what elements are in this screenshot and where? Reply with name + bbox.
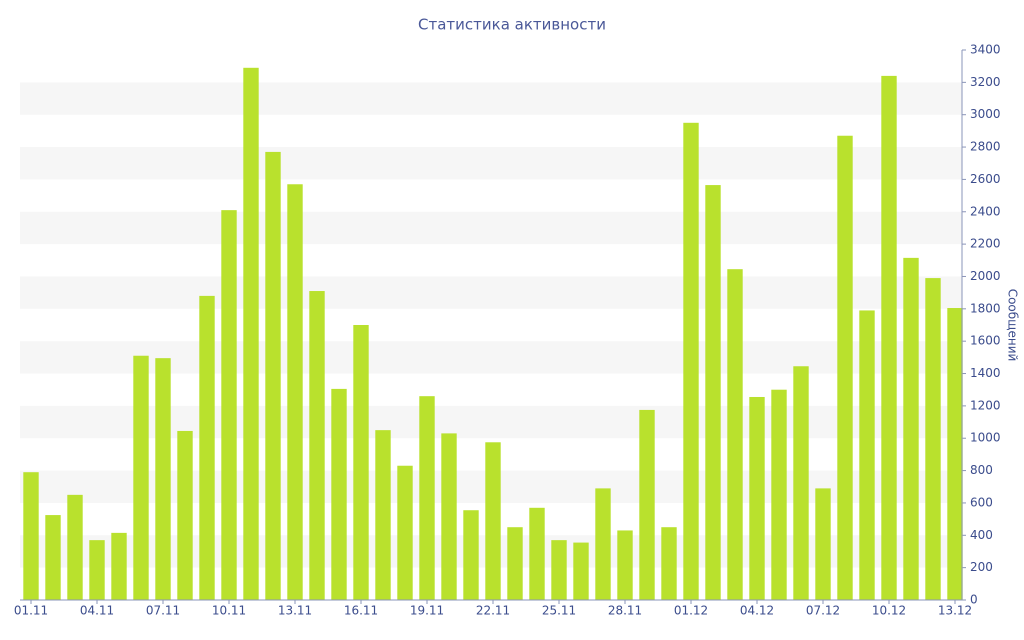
bar bbox=[815, 488, 831, 600]
y-tick-label: 600 bbox=[970, 495, 993, 509]
bar bbox=[353, 325, 369, 600]
y-tick-label: 2600 bbox=[970, 172, 1001, 186]
bar bbox=[617, 530, 633, 600]
y-tick-label: 2000 bbox=[970, 269, 1001, 283]
bar bbox=[947, 308, 963, 600]
bar bbox=[331, 388, 347, 600]
bar bbox=[749, 396, 765, 600]
bar bbox=[309, 291, 325, 600]
y-tick-label: 800 bbox=[970, 463, 993, 477]
y-tick-label: 3000 bbox=[970, 107, 1001, 121]
bar bbox=[375, 430, 391, 600]
x-tick-label: 01.12 bbox=[674, 604, 708, 618]
bar bbox=[287, 184, 303, 600]
bar bbox=[837, 135, 853, 600]
bar bbox=[925, 278, 941, 600]
grid-band bbox=[20, 276, 962, 309]
x-tick-label: 22.11 bbox=[476, 604, 510, 618]
bar bbox=[133, 355, 149, 600]
x-tick-label: 01.11 bbox=[14, 604, 48, 618]
x-tick-label: 13.11 bbox=[278, 604, 312, 618]
bar bbox=[199, 295, 215, 600]
y-tick-label: 400 bbox=[970, 528, 993, 542]
bar bbox=[177, 430, 193, 600]
x-tick-label: 28.11 bbox=[608, 604, 642, 618]
bar bbox=[573, 542, 589, 600]
x-tick-label: 04.12 bbox=[740, 604, 774, 618]
x-tick-label: 19.11 bbox=[410, 604, 444, 618]
y-tick-label: 0 bbox=[970, 593, 978, 607]
y-axis-label: Сообщений bbox=[1006, 289, 1020, 362]
bar bbox=[529, 507, 545, 600]
bar bbox=[639, 409, 655, 600]
x-tick-label: 10.12 bbox=[872, 604, 906, 618]
bar bbox=[485, 442, 501, 600]
grid-band bbox=[20, 211, 962, 245]
bar bbox=[771, 389, 787, 600]
bar bbox=[683, 122, 699, 600]
y-tick-label: 200 bbox=[970, 560, 993, 574]
grid-band bbox=[20, 147, 962, 180]
chart-title: Статистика активности bbox=[418, 16, 606, 34]
bar bbox=[419, 396, 435, 600]
y-tick-label: 1800 bbox=[970, 301, 1001, 315]
bar bbox=[507, 527, 523, 600]
bar bbox=[551, 540, 567, 600]
y-tick-label: 1600 bbox=[970, 334, 1001, 348]
bar bbox=[859, 310, 875, 600]
bar bbox=[155, 358, 171, 600]
x-tick-label: 16.11 bbox=[344, 604, 378, 618]
bar bbox=[881, 75, 897, 601]
x-tick-label: 07.12 bbox=[806, 604, 840, 618]
bar bbox=[441, 433, 457, 600]
bar bbox=[705, 185, 721, 600]
y-tick-label: 2400 bbox=[970, 204, 1001, 218]
y-tick-label: 3200 bbox=[970, 75, 1001, 89]
bar bbox=[221, 210, 237, 600]
y-tick-label: 1400 bbox=[970, 366, 1001, 380]
bar bbox=[397, 465, 413, 600]
y-tick-label: 1000 bbox=[970, 431, 1001, 445]
x-tick-label: 04.11 bbox=[80, 604, 114, 618]
grid-band bbox=[20, 82, 962, 115]
bar bbox=[463, 510, 479, 600]
bar bbox=[265, 151, 281, 601]
bar bbox=[661, 527, 677, 600]
bar bbox=[111, 532, 127, 600]
y-tick-label: 1200 bbox=[970, 398, 1001, 412]
x-tick-label: 07.11 bbox=[146, 604, 180, 618]
bar bbox=[89, 540, 105, 600]
y-tick-label: 2200 bbox=[970, 237, 1001, 251]
bar bbox=[45, 515, 61, 600]
bar bbox=[67, 494, 83, 600]
x-tick-label: 25.11 bbox=[542, 604, 576, 618]
x-tick-label: 10.11 bbox=[212, 604, 246, 618]
bar bbox=[727, 269, 743, 600]
bar bbox=[793, 366, 809, 600]
bar bbox=[595, 488, 611, 600]
y-tick-label: 3400 bbox=[970, 43, 1001, 57]
x-tick-label: 13.12 bbox=[938, 604, 972, 618]
y-tick-label: 2800 bbox=[970, 140, 1001, 154]
bar bbox=[23, 472, 39, 600]
bar bbox=[903, 257, 919, 600]
bar bbox=[243, 67, 259, 600]
